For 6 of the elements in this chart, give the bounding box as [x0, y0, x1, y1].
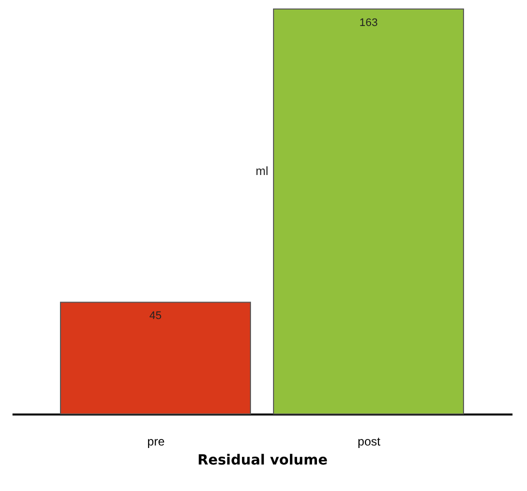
data-label: 45 [149, 310, 162, 322]
x-tick-label: pre [147, 434, 165, 448]
x-tick-label: post [358, 434, 382, 448]
x-axis-title: Residual volume [197, 452, 328, 468]
y-axis-title: ml [256, 164, 268, 178]
data-label: 163 [359, 17, 378, 29]
